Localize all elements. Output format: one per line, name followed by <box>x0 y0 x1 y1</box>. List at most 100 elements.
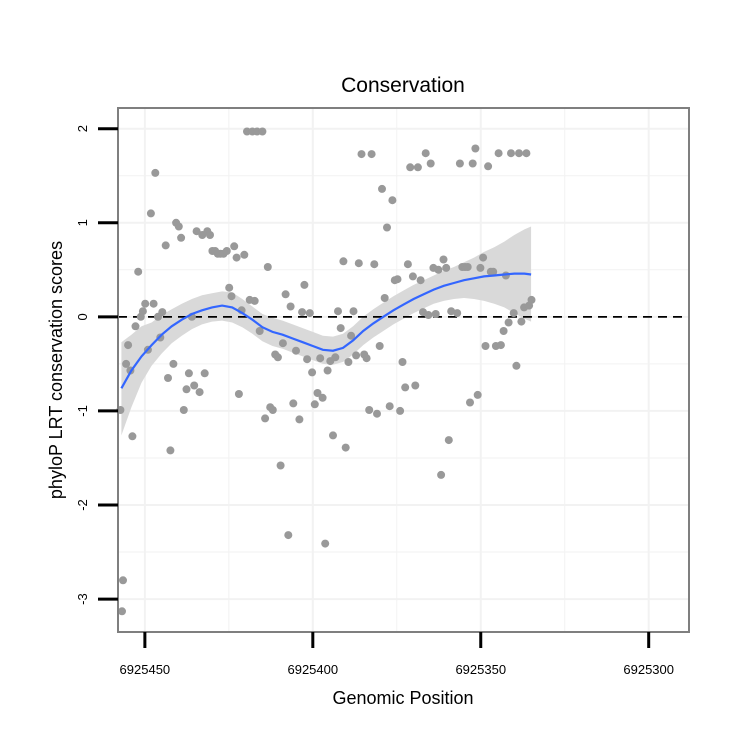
data-point <box>230 242 239 251</box>
data-point <box>481 342 490 350</box>
data-point <box>527 295 536 304</box>
y-tick-label: 0 <box>75 313 90 320</box>
data-point <box>146 209 155 218</box>
data-point <box>255 327 264 335</box>
data-point <box>424 311 433 319</box>
data-point <box>161 241 170 250</box>
y-axis-title: phyloP LRT conservation scores <box>46 241 66 499</box>
data-point <box>426 159 435 168</box>
x-tick-label: 6925450 <box>120 662 171 677</box>
data-point <box>225 283 234 292</box>
data-point <box>261 414 270 423</box>
data-point <box>169 359 178 368</box>
y-tick-label: -1 <box>75 405 90 417</box>
data-point <box>195 388 204 397</box>
data-point <box>522 149 531 158</box>
data-point <box>182 385 191 394</box>
data-point <box>447 307 456 316</box>
data-point <box>507 149 515 158</box>
data-point <box>512 361 521 370</box>
data-point <box>323 366 332 375</box>
data-point <box>336 324 345 333</box>
data-point <box>439 255 448 264</box>
data-point <box>473 390 482 399</box>
data-point <box>411 381 420 390</box>
data-point <box>177 233 186 242</box>
data-point <box>437 470 446 479</box>
data-point <box>496 341 505 350</box>
chart-title: Conservation <box>341 74 465 97</box>
y-tick-label: 1 <box>75 219 90 226</box>
data-point <box>515 149 523 158</box>
data-point <box>406 163 415 172</box>
data-point <box>365 406 374 414</box>
data-point <box>367 150 376 159</box>
data-point <box>504 318 513 327</box>
data-point <box>240 250 249 259</box>
data-point <box>509 309 518 318</box>
data-point <box>421 149 430 158</box>
data-point <box>442 263 451 272</box>
data-point <box>373 409 381 418</box>
data-point <box>494 149 503 158</box>
data-point <box>158 308 167 317</box>
data-point <box>276 461 285 470</box>
data-point <box>258 127 267 136</box>
data-point <box>134 267 143 276</box>
data-point <box>316 354 325 363</box>
data-point <box>174 222 183 231</box>
data-point <box>192 227 201 236</box>
data-point <box>339 257 348 266</box>
data-point <box>398 358 407 366</box>
data-point <box>119 576 127 585</box>
x-tick-label: 6925350 <box>455 662 506 677</box>
data-point <box>321 539 330 548</box>
data-point <box>184 369 193 378</box>
data-point <box>479 253 488 262</box>
data-point <box>179 406 188 414</box>
data-point <box>227 292 236 301</box>
data-points <box>116 127 536 616</box>
y-tick-label: -3 <box>75 593 90 605</box>
x-axis-title: Genomic Position <box>332 688 473 708</box>
data-point <box>190 381 199 390</box>
data-point <box>206 231 214 239</box>
data-point <box>281 290 290 299</box>
y-tick-label: -2 <box>75 499 90 511</box>
data-point <box>289 399 298 408</box>
data-point <box>151 168 160 177</box>
data-point <box>305 309 314 318</box>
data-point <box>463 263 472 271</box>
data-point <box>347 331 356 340</box>
data-point <box>431 310 440 318</box>
data-point <box>250 296 259 305</box>
data-point <box>396 406 405 415</box>
data-point <box>268 406 277 414</box>
data-point <box>385 402 394 411</box>
data-point <box>349 307 358 316</box>
data-point <box>499 327 508 335</box>
data-point <box>308 368 317 377</box>
data-point <box>401 383 410 392</box>
panel-border <box>117 107 690 633</box>
data-point <box>222 247 231 255</box>
data-point <box>378 184 386 193</box>
data-point <box>200 369 209 378</box>
data-point <box>278 339 287 348</box>
data-point <box>341 443 350 452</box>
confidence-band-layer <box>121 226 532 436</box>
data-point <box>298 308 307 317</box>
data-point <box>354 259 363 268</box>
data-point <box>380 294 389 302</box>
data-point <box>468 159 477 168</box>
data-point <box>489 267 498 276</box>
data-point <box>357 150 366 159</box>
data-point <box>313 389 322 397</box>
data-point <box>329 431 337 440</box>
y-axis-ticks: -3 -2 -1 0 1 2 <box>75 125 118 605</box>
data-point <box>284 531 293 540</box>
data-point <box>149 299 158 308</box>
data-point <box>303 355 312 364</box>
data-point <box>375 342 384 350</box>
